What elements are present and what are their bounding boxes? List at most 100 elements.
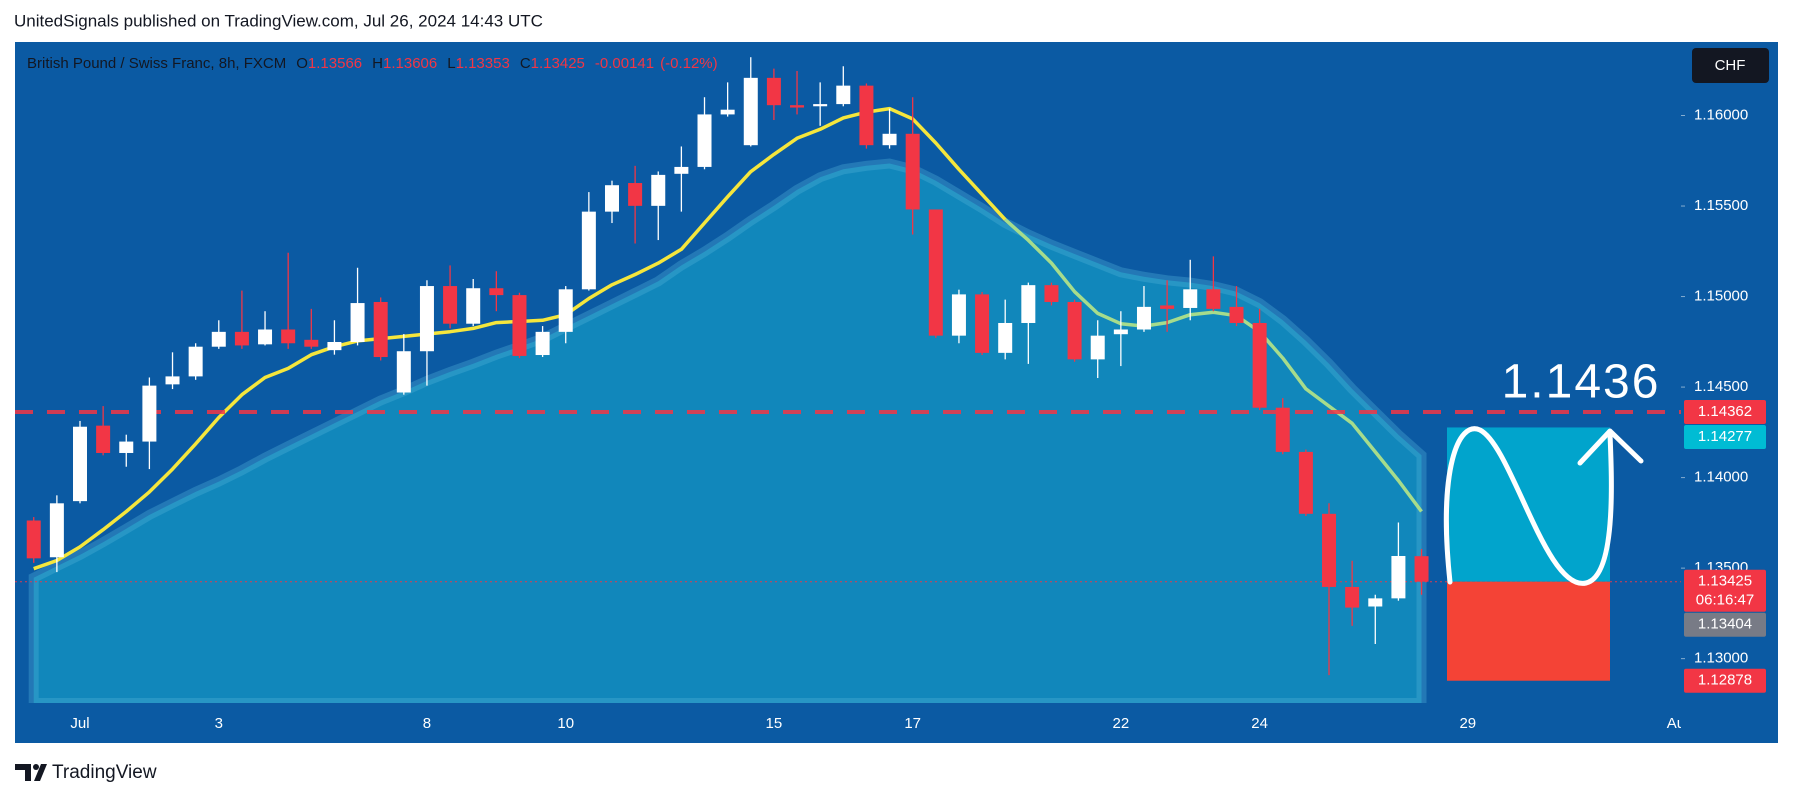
price-label-box bbox=[1684, 400, 1766, 425]
candle-body bbox=[1322, 513, 1337, 587]
y-tick-label: 1.13000 bbox=[1694, 650, 1748, 667]
candle-body bbox=[466, 288, 481, 324]
close-label: C bbox=[520, 55, 531, 72]
candle-body bbox=[1298, 451, 1313, 514]
candle-body bbox=[604, 185, 619, 212]
y-tick-label: 1.15500 bbox=[1694, 197, 1748, 214]
candle-body bbox=[1414, 556, 1429, 582]
price-label-box bbox=[1684, 612, 1766, 637]
x-tick-label: 8 bbox=[423, 715, 431, 732]
candle-body bbox=[443, 286, 458, 324]
candle-body bbox=[766, 77, 781, 106]
price-label: 1.14362 bbox=[1698, 403, 1752, 420]
candle-body bbox=[1136, 306, 1151, 330]
x-tick-label: Jul bbox=[70, 715, 89, 732]
candle-body bbox=[234, 331, 249, 346]
candle-body bbox=[1183, 289, 1198, 308]
candle-body bbox=[327, 341, 342, 351]
candle-body bbox=[905, 133, 920, 210]
candle-body bbox=[49, 503, 64, 558]
change-value: -0.00141 bbox=[595, 55, 654, 72]
candle-body bbox=[350, 303, 365, 342]
logo-slash bbox=[34, 764, 47, 781]
price-label-countdown: 06:16:47 bbox=[1696, 592, 1754, 609]
ma-line bbox=[1004, 218, 1423, 513]
x-tick-label: 15 bbox=[766, 715, 783, 732]
low-value: 1.13353 bbox=[456, 55, 510, 72]
candle-body bbox=[859, 85, 874, 146]
candle-body bbox=[1090, 335, 1105, 360]
candle-body bbox=[813, 104, 828, 107]
candle-body bbox=[1275, 407, 1290, 452]
symbol-legend: British Pound / Swiss Franc, 8h, FXCM O1.… bbox=[27, 55, 718, 72]
drawn-curve bbox=[1443, 426, 1614, 586]
x-tick-label: Au bbox=[1667, 715, 1685, 732]
candle-body bbox=[1067, 301, 1082, 360]
y-tick-label: 1.14000 bbox=[1694, 469, 1748, 486]
price-axis: 1.130001.135001.140001.145001.150001.155… bbox=[1681, 106, 1766, 693]
low-label: L bbox=[447, 55, 455, 72]
candle-body bbox=[1160, 305, 1175, 309]
candle-body bbox=[165, 376, 180, 385]
x-tick-label: 29 bbox=[1459, 715, 1476, 732]
candle-body bbox=[96, 425, 111, 453]
price-label-box bbox=[1684, 668, 1766, 693]
close-value: 1.13425 bbox=[531, 55, 585, 72]
x-tick-label: 24 bbox=[1251, 715, 1268, 732]
candle-body bbox=[396, 351, 411, 393]
x-tick-label: 10 bbox=[557, 715, 574, 732]
candle-body bbox=[1206, 289, 1221, 309]
footer-brand: TradingView bbox=[52, 762, 157, 783]
candle-body bbox=[489, 288, 504, 296]
candle-body bbox=[581, 211, 596, 290]
candle-body bbox=[188, 346, 203, 377]
stop-zone bbox=[1447, 581, 1610, 681]
candle-body bbox=[928, 209, 943, 336]
price-label: 1.12878 bbox=[1698, 672, 1752, 689]
price-label-box bbox=[1684, 569, 1766, 612]
candle-body bbox=[281, 329, 296, 344]
candle-body bbox=[419, 286, 434, 352]
currency-label[interactable]: CHF bbox=[1715, 57, 1746, 74]
y-tick-label: 1.14500 bbox=[1694, 378, 1748, 395]
logo-mark bbox=[15, 764, 31, 781]
candle-body bbox=[651, 174, 666, 206]
candle-body bbox=[211, 331, 226, 347]
candle-body bbox=[628, 183, 643, 206]
price-label: 1.14277 bbox=[1698, 428, 1752, 445]
x-tick-label: 3 bbox=[215, 715, 223, 732]
x-tick-label: 22 bbox=[1113, 715, 1130, 732]
symbol-title: British Pound / Swiss Franc, 8h, FXCM bbox=[27, 55, 286, 72]
candle-body bbox=[1391, 555, 1406, 599]
high-label: H bbox=[372, 55, 383, 72]
candle-body bbox=[119, 441, 134, 453]
candle-body bbox=[535, 331, 550, 356]
x-tick-label: 17 bbox=[904, 715, 921, 732]
price-annotation: 1.1436 bbox=[1502, 356, 1661, 409]
target-zone bbox=[1447, 427, 1610, 582]
currency-button[interactable] bbox=[1692, 48, 1769, 83]
candle-body bbox=[790, 105, 805, 108]
tradingview-logo bbox=[15, 764, 47, 781]
candle-body bbox=[674, 166, 689, 174]
price-label-box bbox=[1684, 425, 1766, 450]
change-percent: (-0.12%) bbox=[660, 55, 718, 72]
plot-area bbox=[15, 57, 1681, 703]
candle-body bbox=[1021, 285, 1036, 323]
candle-body bbox=[26, 520, 41, 559]
candle-body bbox=[697, 114, 712, 167]
candle-body bbox=[1368, 598, 1383, 607]
price-label: 1.13425 bbox=[1698, 573, 1752, 590]
candle-body bbox=[882, 133, 897, 146]
open-value: 1.13566 bbox=[308, 55, 362, 72]
candle-body bbox=[558, 289, 573, 332]
candle-body bbox=[720, 109, 735, 115]
price-label: 1.13404 bbox=[1698, 616, 1752, 633]
candle-body bbox=[512, 295, 527, 356]
candle-body bbox=[73, 426, 87, 502]
y-tick-label: 1.16000 bbox=[1694, 106, 1748, 123]
candle-body bbox=[258, 329, 273, 345]
candle-body bbox=[951, 294, 966, 336]
